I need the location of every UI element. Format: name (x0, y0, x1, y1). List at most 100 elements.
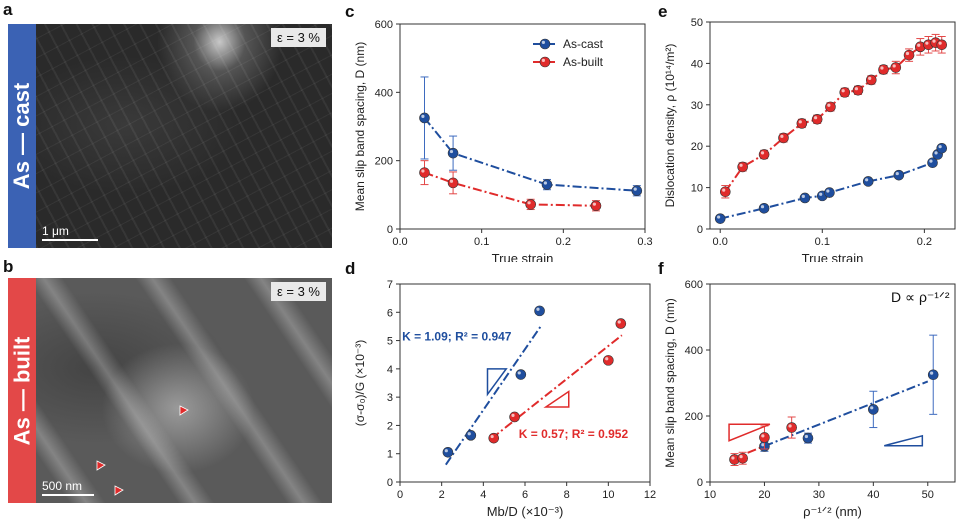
data-point-as-built-highlight (731, 456, 735, 460)
as-cast-micrograph: ε = 3 % 1 μm (36, 24, 332, 248)
y-tick-label: 7 (387, 279, 393, 291)
plot-frame (709, 21, 956, 230)
data-point-1-highlight (511, 413, 515, 417)
data-point-as-cast-highlight (717, 215, 721, 219)
as-built-strain-label: ε = 3 % (270, 282, 326, 301)
data-point-as-built (720, 186, 731, 198)
data-point-as-cast-highlight (449, 149, 454, 154)
data-point-as-cast (447, 147, 459, 159)
y-tick-label: 200 (375, 156, 393, 168)
data-point-as-built (759, 432, 770, 443)
panel-letter-d: d (345, 259, 356, 278)
data-point-1 (615, 318, 627, 329)
as-cast-scale-text: 1 μm (42, 224, 69, 238)
data-point-as-built (936, 39, 948, 51)
x-tick-label: 6 (522, 489, 528, 501)
data-point-as-cast (714, 213, 726, 224)
data-point-as-cast-highlight (895, 171, 899, 176)
data-point-as-cast (824, 187, 835, 198)
y-tick-label: 0 (387, 477, 393, 489)
data-point-as-built-highlight (868, 76, 872, 80)
plot-frame (399, 23, 646, 230)
x-tick-label: 10 (602, 489, 614, 501)
data-point-as-cast (868, 404, 879, 415)
data-point-as-cast-highlight (421, 114, 425, 118)
slope-triangle-as-cast (884, 434, 924, 447)
data-point-1-highlight (490, 434, 494, 439)
data-point-as-built-highlight (788, 424, 792, 428)
data-point-0 (534, 305, 545, 317)
data-point-as-cast-highlight (760, 205, 765, 209)
y-tick-label: 400 (375, 87, 393, 99)
data-point-as-built (825, 101, 836, 113)
x-tick-label: 12 (644, 489, 656, 501)
plot-frame (709, 283, 956, 483)
data-point-0-highlight (517, 371, 521, 375)
x-tick-label: 20 (758, 489, 770, 501)
as-built-markers (96, 405, 189, 496)
series-line-as-built (424, 171, 597, 207)
y-tick-label: 0 (387, 224, 393, 236)
data-point-0 (465, 430, 477, 441)
data-point-as-built-highlight (780, 134, 784, 138)
data-point-as-built-highlight (892, 64, 896, 68)
x-tick-label: 0.1 (474, 236, 489, 248)
x-tick-label: 0.1 (815, 236, 830, 248)
x-axis-label: ρ⁻¹ᐟ² (nm) (803, 504, 862, 519)
data-point-0-highlight (536, 307, 540, 311)
data-point-as-built (590, 200, 602, 212)
data-point-as-built (447, 177, 459, 189)
data-point-as-built-highlight (905, 51, 910, 56)
data-point-1-highlight (605, 357, 609, 361)
legend-marker-highlight (541, 40, 545, 45)
data-point-as-cast (758, 203, 770, 214)
y-tick-label: 5 (387, 336, 393, 348)
data-point-as-cast-highlight (819, 192, 823, 196)
slope-triangle-as-built (728, 423, 771, 442)
slope-triangle-as-built (543, 390, 570, 408)
data-point-0 (515, 369, 527, 380)
y-tick-label: 4 (387, 364, 393, 376)
data-point-1-highlight (617, 320, 621, 324)
x-tick-label: 0.0 (392, 236, 407, 248)
panel-letter-f: f (658, 259, 664, 278)
x-tick-label: 30 (813, 489, 825, 501)
x-tick-label: 4 (480, 489, 486, 501)
as-built-scale-bar: 500 nm (42, 479, 102, 496)
data-point-as-built-highlight (798, 120, 802, 124)
y-axis-label: Mean slip band spacing, D (nm) (353, 42, 367, 211)
y-tick-label: 2 (387, 420, 393, 432)
as-built-label-text: As — built (9, 336, 34, 445)
red-arrow-marker-2 (96, 460, 106, 471)
data-point-as-built-highlight (938, 41, 942, 45)
y-tick-label: 50 (691, 17, 703, 29)
data-point-as-cast-highlight (761, 443, 765, 447)
data-point-as-cast (419, 112, 430, 124)
y-tick-label: 40 (691, 58, 703, 70)
as-built-scale-text: 500 nm (42, 479, 83, 493)
y-tick-label: 1 (387, 449, 393, 461)
data-point-as-built-highlight (421, 169, 425, 173)
series-line-as-cast (423, 117, 637, 192)
data-point-as-built (865, 74, 877, 86)
data-point-as-built-highlight (592, 202, 596, 206)
x-tick-label: 0.0 (713, 236, 728, 248)
data-point-as-built (758, 149, 770, 160)
data-point-as-built (737, 161, 748, 173)
data-point-as-cast-highlight (870, 406, 874, 410)
data-point-as-cast (631, 185, 643, 197)
data-point-as-built-highlight (739, 455, 743, 459)
data-point-0-highlight (467, 432, 471, 436)
fit-label-as-cast: K = 1.09; R² = 0.947 (402, 330, 512, 344)
data-point-as-built-highlight (827, 103, 831, 107)
as-cast-scale-bar: 1 μm (42, 224, 102, 241)
x-tick-label: 0 (397, 489, 403, 501)
data-point-as-built-highlight (449, 179, 454, 183)
x-tick-label: 2 (439, 489, 445, 501)
data-point-as-built-highlight (813, 116, 818, 120)
data-point-as-cast-highlight (804, 434, 808, 439)
x-tick-label: 40 (867, 489, 879, 501)
x-tick-label: 0.3 (637, 236, 652, 248)
red-arrow-marker-1 (179, 405, 189, 416)
legend-marker-highlight (541, 58, 545, 63)
